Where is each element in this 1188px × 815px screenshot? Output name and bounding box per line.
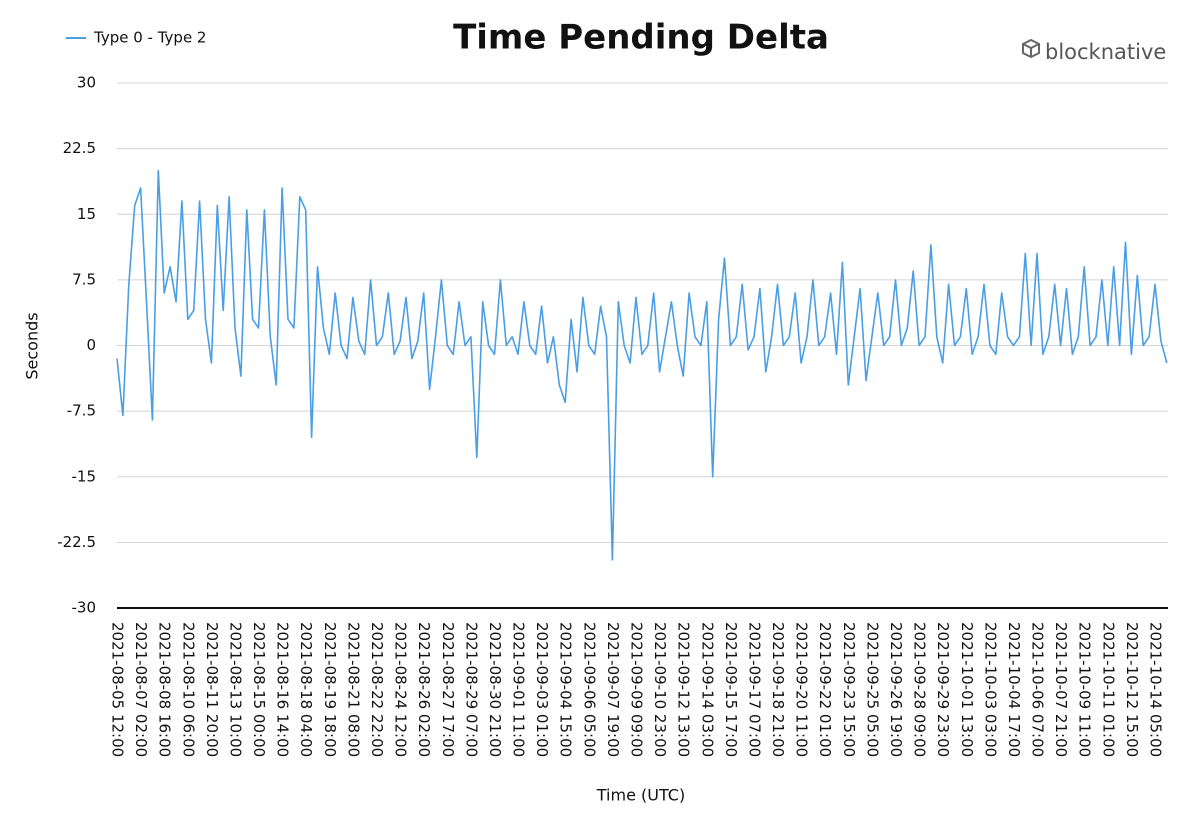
x-tick-label: 2021-08-21 08:00 <box>344 622 362 757</box>
x-tick-label: 2021-10-06 07:00 <box>1029 622 1047 757</box>
x-tick-label: 2021-08-27 17:00 <box>439 622 457 757</box>
line-series <box>116 169 1168 561</box>
x-tick-label: 2021-10-04 17:00 <box>1005 622 1023 757</box>
y-tick-label: 15 <box>77 205 96 223</box>
x-tick-label: 2021-09-23 15:00 <box>840 622 858 757</box>
x-tick-label: 2021-10-14 05:00 <box>1147 622 1165 757</box>
y-tick-label: -7.5 <box>67 402 96 420</box>
x-tick-label: 2021-09-10 23:00 <box>651 622 669 757</box>
x-tick-label: 2021-09-04 15:00 <box>557 622 575 757</box>
x-tick-label: 2021-08-08 16:00 <box>156 622 174 757</box>
chart-title: Time Pending Delta <box>453 18 829 58</box>
y-axis-title: Seconds <box>23 312 42 379</box>
x-tick-label: 2021-10-12 15:00 <box>1123 622 1141 757</box>
x-tick-label: 2021-08-05 12:00 <box>109 622 127 757</box>
x-tick-label: 2021-09-18 21:00 <box>769 622 787 757</box>
x-tick-label: 2021-09-01 11:00 <box>510 622 528 757</box>
x-tick-label: 2021-09-07 19:00 <box>604 622 622 757</box>
x-tick-label: 2021-09-06 05:00 <box>580 622 598 757</box>
x-tick-label: 2021-09-28 09:00 <box>911 622 929 757</box>
x-tick-label: 2021-08-22 22:00 <box>368 622 386 757</box>
x-tick-label: 2021-10-01 13:00 <box>958 622 976 757</box>
x-tick-label: 2021-08-18 04:00 <box>297 622 315 757</box>
x-tick-label: 2021-08-16 14:00 <box>274 622 292 757</box>
x-tick-label: 2021-09-25 05:00 <box>863 622 881 757</box>
x-tick-label: 2021-10-03 03:00 <box>981 622 999 757</box>
x-tick-label: 2021-09-14 03:00 <box>698 622 716 757</box>
x-tick-label: 2021-10-07 21:00 <box>1052 622 1070 757</box>
x-tick-label: 2021-08-19 18:00 <box>321 622 339 757</box>
logo-icon <box>1022 38 1040 59</box>
x-tick-label: 2021-10-09 11:00 <box>1076 622 1094 757</box>
x-tick-label: 2021-10-11 01:00 <box>1099 622 1117 757</box>
x-tick-label: 2021-09-09 09:00 <box>628 622 646 757</box>
y-tick-label: 7.5 <box>72 270 96 288</box>
x-tick-label: 2021-08-07 02:00 <box>132 622 150 757</box>
x-tick-label: 2021-09-20 11:00 <box>793 622 811 757</box>
logo: blocknative <box>1022 38 1166 64</box>
x-tick-label: 2021-08-10 06:00 <box>179 622 197 757</box>
legend-label: Type 0 - Type 2 <box>93 29 206 47</box>
x-tick-label: 2021-08-30 21:00 <box>486 622 504 757</box>
x-tick-label: 2021-09-29 23:00 <box>934 622 952 757</box>
x-tick-label: 2021-08-24 12:00 <box>392 622 410 757</box>
x-tick-label: 2021-08-13 10:00 <box>226 622 244 757</box>
x-tick-label: 2021-09-03 01:00 <box>533 622 551 757</box>
x-tick-label: 2021-09-12 13:00 <box>675 622 693 757</box>
x-tick-label: 2021-08-29 07:00 <box>462 622 480 757</box>
x-tick-label: 2021-09-15 17:00 <box>722 622 740 757</box>
x-axis-title: Time (UTC) <box>596 786 685 805</box>
x-tick-label: 2021-09-17 07:00 <box>745 622 763 757</box>
y-tick-label: -30 <box>72 599 97 617</box>
y-tick-label: -15 <box>72 467 97 485</box>
x-tick-label: 2021-09-22 01:00 <box>816 622 834 757</box>
logo-text: blocknative <box>1045 40 1166 64</box>
y-tick-label: -22.5 <box>57 533 96 551</box>
y-tick-label: 22.5 <box>63 139 96 157</box>
x-tick-label: 2021-08-15 00:00 <box>250 622 268 757</box>
y-tick-label: 30 <box>77 74 96 92</box>
y-tick-label: 0 <box>86 336 96 354</box>
x-tick-label: 2021-08-26 02:00 <box>415 622 433 757</box>
x-tick-label: 2021-09-26 19:00 <box>887 622 905 757</box>
x-tick-label: 2021-08-11 20:00 <box>203 622 221 757</box>
